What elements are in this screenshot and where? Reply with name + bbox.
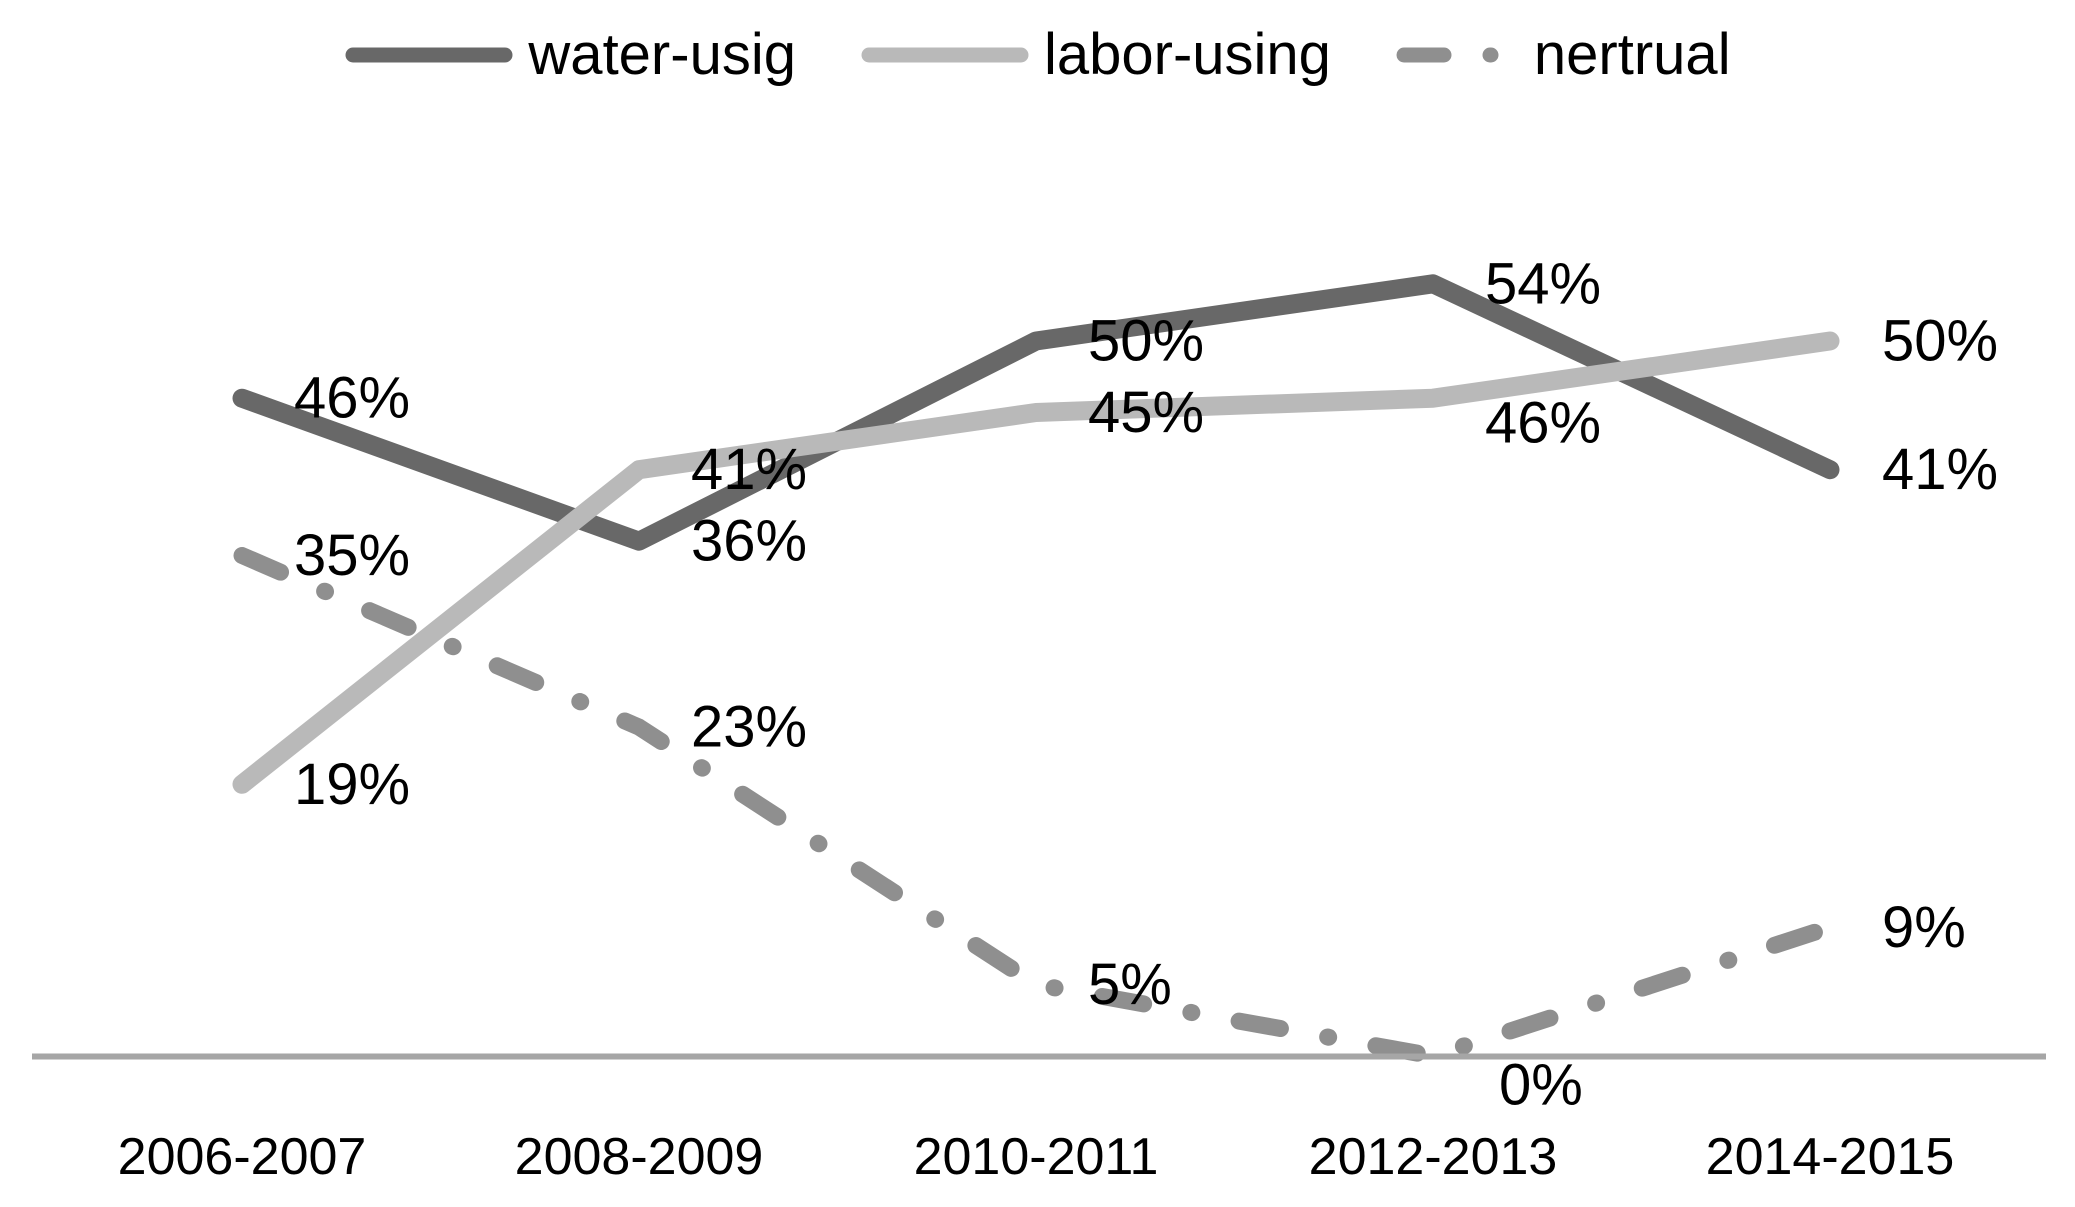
x-axis-label: 2014-2015	[1706, 1128, 1955, 1186]
data-label-labor-using: 46%	[1485, 391, 1601, 456]
data-label-water-usig: 36%	[691, 509, 807, 574]
legend-item-water-usig: water-usig	[344, 26, 796, 84]
data-label-water-usig: 50%	[1088, 309, 1204, 374]
line-water-usig	[232, 274, 1840, 551]
legend-item-labor-using: labor-using	[860, 26, 1331, 84]
legend-item-nertrual: nertrual	[1395, 26, 1731, 84]
data-label-nertrual: 35%	[294, 523, 410, 588]
legend-swatch-solid-light	[861, 47, 1029, 63]
legend-label: water-usig	[528, 22, 796, 87]
data-label-nertrual: 5%	[1088, 952, 1172, 1017]
line-nertrual	[233, 547, 1839, 1065]
data-label-labor-using: 45%	[1088, 380, 1204, 445]
data-label-water-usig: 54%	[1485, 251, 1601, 316]
x-axis-label: 2012-2013	[1309, 1128, 1558, 1186]
data-label-labor-using: 41%	[691, 437, 807, 502]
data-label-nertrual: 0%	[1499, 1053, 1583, 1118]
legend-swatch-solid-dark	[345, 47, 513, 63]
data-label-labor-using: 50%	[1882, 309, 1998, 374]
legend: water-usig labor-using nertrual	[0, 26, 2075, 84]
x-axis-label: 2010-2011	[914, 1128, 1159, 1186]
legend-label: labor-using	[1043, 22, 1331, 87]
data-label-water-usig: 41%	[1882, 437, 1998, 502]
x-axis-label: 2008-2009	[515, 1128, 764, 1186]
data-label-water-usig: 46%	[294, 366, 410, 431]
line-labor-using	[232, 331, 1840, 794]
data-label-nertrual: 23%	[691, 695, 807, 760]
legend-swatch-dash-dot	[1396, 47, 1520, 63]
x-axis-label: 2006-2007	[118, 1128, 367, 1186]
legend-label: nertrual	[1533, 22, 1731, 87]
data-label-nertrual: 9%	[1882, 895, 1966, 960]
data-label-labor-using: 19%	[294, 752, 410, 817]
